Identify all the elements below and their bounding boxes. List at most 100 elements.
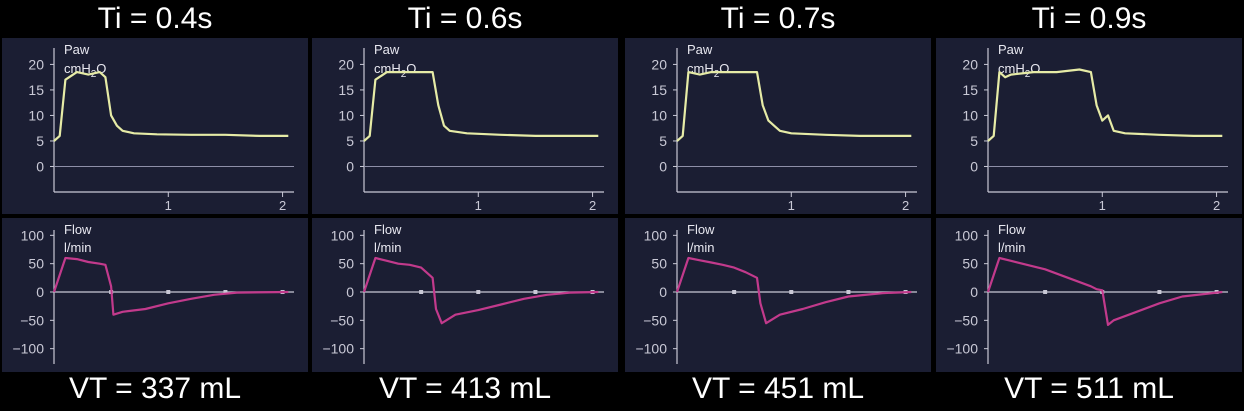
flow-ytick-label: 50 [28, 256, 44, 272]
pressure-plot-area [312, 38, 618, 214]
flow-label: Flow [998, 222, 1026, 237]
tidal-volume-label: VT = 451 mL [691, 372, 865, 405]
pressure-ytick-label: 0 [970, 158, 978, 174]
pressure-ytick-label: 5 [970, 133, 978, 149]
flow-label: Flow [374, 222, 402, 237]
flow-ytick-label: 100 [955, 227, 979, 243]
flow-ytick-label: 100 [21, 227, 45, 243]
pressure-xtick-label: 2 [902, 198, 909, 213]
pressure-plot-area [2, 38, 308, 214]
chart-title: Ti = 0.9s [1031, 2, 1147, 35]
pressure-ytick-label: 5 [659, 133, 667, 149]
flow-ytick-label: −100 [946, 341, 978, 357]
pressure-label: Paw [998, 42, 1024, 57]
flow-ytick-label: −50 [330, 312, 354, 328]
pressure-ytick-label: 10 [651, 107, 667, 123]
tidal-volume-label: VT = 337 mL [68, 372, 242, 405]
pressure-series-line [676, 70, 912, 142]
chart-panel-3: 0 5 10 15 20 1 2 Paw cmH2O 100 50 0 −50 −100 Flow l/min… [625, 0, 931, 411]
flow-unit-label: l/min [687, 240, 714, 255]
pressure-ytick-label: 15 [28, 82, 44, 98]
flow-x-tick-mark [789, 290, 794, 294]
flow-y-axis [360, 230, 365, 364]
flow-series-line [986, 256, 1223, 326]
pressure-ytick-label: 20 [962, 56, 978, 72]
flow-unit-label: l/min [64, 240, 91, 255]
pressure-xtick-label: 1 [1099, 198, 1106, 213]
pressure-y-axis [984, 48, 1228, 197]
flow-x-tick-mark [476, 290, 481, 294]
pressure-label: Paw [374, 42, 400, 57]
flow-x-tick-mark [732, 290, 737, 294]
flow-ytick-label: 100 [644, 227, 668, 243]
flow-ytick-label: −100 [12, 341, 44, 357]
pressure-ytick-label: 20 [338, 56, 354, 72]
flow-ytick-label: −50 [643, 312, 667, 328]
pressure-y-axis [50, 48, 294, 197]
flow-plot-area [625, 218, 931, 372]
flow-x-tick-mark [846, 290, 851, 294]
pressure-ytick-label: 10 [28, 107, 44, 123]
flow-label: Flow [64, 222, 92, 237]
pressure-unit-label: cmH2O [998, 61, 1040, 80]
flow-series-line [675, 256, 912, 325]
pressure-xtick-label: 1 [475, 198, 482, 213]
flow-ytick-label: 100 [331, 227, 355, 243]
chart-panel-1: 0 5 10 15 20 1 2 Paw cmH2O 100 50 0 −50 −100 Flow l/min… [2, 0, 308, 411]
chart-title: Ti = 0.6s [407, 2, 523, 35]
flow-y-axis [50, 230, 55, 364]
chart-panel-4: 0 5 10 15 20 1 2 Paw cmH2O 100 50 0 −50 −100 Flow l/min… [936, 0, 1242, 411]
flow-series-line [52, 256, 289, 316]
flow-ytick-label: 0 [36, 284, 44, 300]
chart-title: Ti = 0.4s [97, 2, 213, 35]
pressure-ytick-label: 0 [659, 158, 667, 174]
flow-series-line [362, 256, 599, 325]
flow-unit-label: l/min [374, 240, 401, 255]
pressure-ytick-label: 10 [962, 107, 978, 123]
pressure-plot-area [936, 38, 1242, 214]
pressure-y-axis [360, 48, 604, 197]
flow-x-tick-mark [419, 290, 424, 294]
flow-ytick-label: −100 [322, 341, 354, 357]
flow-ytick-label: 50 [338, 256, 354, 272]
pressure-xtick-label: 2 [1213, 198, 1220, 213]
flow-label: Flow [687, 222, 715, 237]
pressure-series-line [53, 70, 289, 142]
chart-svg-4: 0 5 10 15 20 1 2 Paw cmH2O 100 50 0 −50 −100 Flow l/min [936, 38, 1242, 372]
flow-ytick-label: 0 [346, 284, 354, 300]
flow-y-axis [673, 230, 678, 364]
flow-y-axis [984, 230, 989, 364]
flow-x-tick-mark [223, 290, 228, 294]
flow-ytick-label: 50 [651, 256, 667, 272]
flow-x-tick-mark [166, 290, 171, 294]
pressure-series-line [987, 68, 1223, 142]
pressure-plot-area [625, 38, 931, 214]
pressure-ytick-label: 10 [338, 107, 354, 123]
pressure-ytick-label: 0 [36, 158, 44, 174]
flow-plot-area [2, 218, 308, 372]
pressure-ytick-label: 0 [346, 158, 354, 174]
flow-plot-area [312, 218, 618, 372]
flow-ytick-label: 0 [970, 284, 978, 300]
flow-ytick-label: −50 [20, 312, 44, 328]
pressure-ytick-label: 15 [338, 82, 354, 98]
pressure-xtick-label: 1 [788, 198, 795, 213]
flow-unit-label: l/min [998, 240, 1025, 255]
pressure-label: Paw [64, 42, 90, 57]
flow-ytick-label: −50 [954, 312, 978, 328]
pressure-xtick-label: 2 [279, 198, 286, 213]
pressure-xtick-label: 1 [165, 198, 172, 213]
tidal-volume-label: VT = 511 mL [1004, 372, 1174, 405]
flow-ytick-label: 0 [659, 284, 667, 300]
pressure-ytick-label: 5 [36, 133, 44, 149]
flow-x-tick-mark [1043, 290, 1048, 294]
pressure-ytick-label: 15 [651, 82, 667, 98]
pressure-label: Paw [687, 42, 713, 57]
pressure-ytick-label: 20 [28, 56, 44, 72]
flow-ytick-label: 50 [962, 256, 978, 272]
tidal-volume-label: VT = 413 mL [378, 372, 552, 405]
